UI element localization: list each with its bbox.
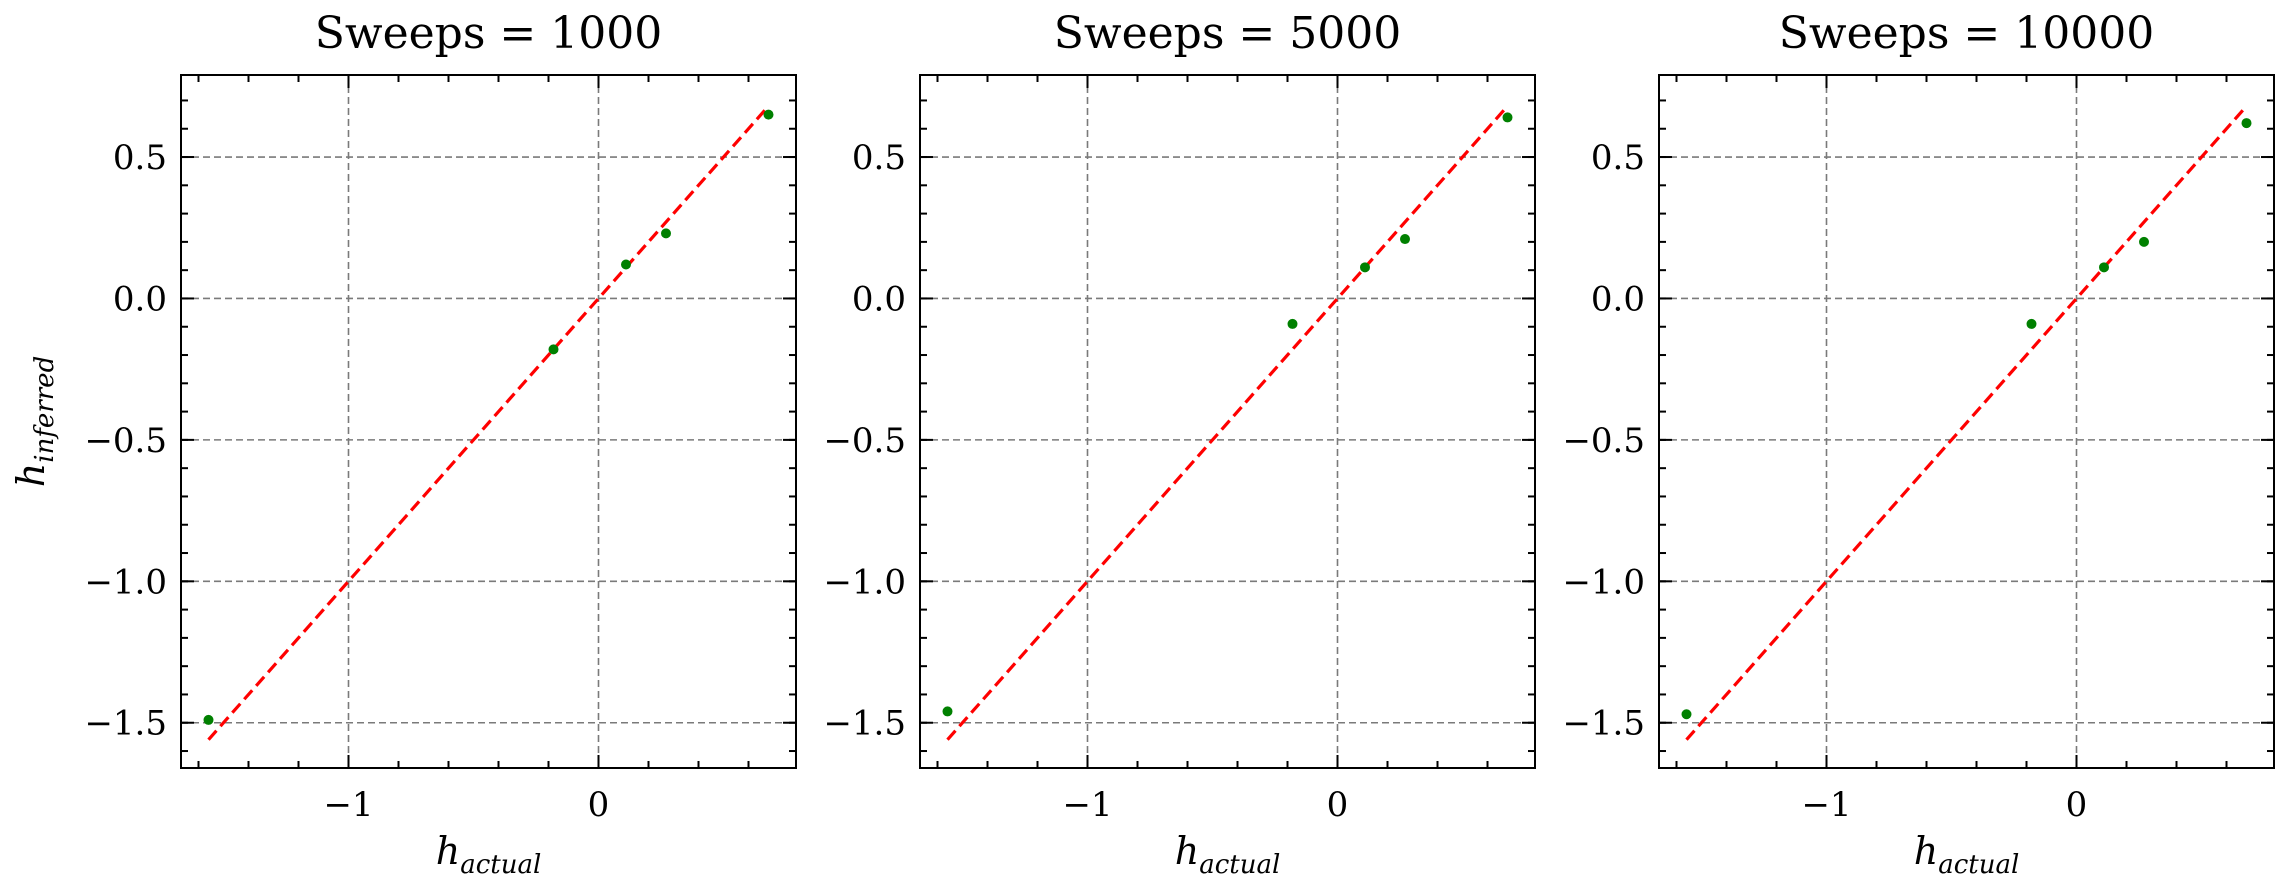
y-tick-label: −0.5 (1562, 421, 1645, 461)
chart-title: Sweeps = 10000 (1779, 8, 2154, 59)
x-tick-label: 0 (1327, 785, 1349, 825)
data-point (661, 228, 671, 239)
x-tick-label: 0 (2066, 785, 2088, 825)
data-point (203, 714, 214, 725)
data-point (1360, 262, 1370, 273)
data-point (2026, 318, 2037, 329)
data-point (942, 706, 953, 717)
y-tick-label: 0.0 (113, 279, 167, 319)
chart-panel-2: −1 0 −1.5 −1.0 −0.5 0.0 0.5 Sweeps = 5000 hactua… (823, 8, 1536, 880)
y-tick-label: 0.0 (852, 279, 906, 319)
reference-line (207, 105, 770, 741)
chart-title: Sweeps = 5000 (1054, 8, 1401, 59)
data-point (1681, 709, 1692, 720)
y-tick-label: −0.5 (84, 421, 167, 461)
y-tick-label: −1.5 (823, 704, 906, 744)
y-tick-label: −1.0 (1562, 562, 1645, 602)
y-tick-label: 0.5 (1591, 138, 1645, 178)
x-tick-label: −1 (1801, 785, 1851, 825)
data-point (763, 109, 774, 120)
data-point (1502, 112, 1513, 123)
plot-frame (180, 74, 797, 769)
data-point (2241, 118, 2252, 129)
y-tick-label: −1.5 (84, 704, 167, 744)
y-tick-label: 0.5 (852, 138, 906, 178)
reference-line (946, 105, 1509, 741)
x-axis-label: hactual (1914, 829, 2020, 880)
x-tick-label: −1 (1062, 785, 1112, 825)
chart-panel-1: −1 0 −1.5 −1.0 −0.5 0.0 0.5 Sweeps = 1000 hactua… (9, 8, 797, 880)
data-point (1287, 318, 1298, 329)
x-tick-label: 0 (588, 785, 610, 825)
y-axis-label: hinferred (9, 356, 60, 487)
plot-frame (1658, 74, 2275, 769)
plot-frame (919, 74, 1536, 769)
x-tick-label: −1 (323, 785, 373, 825)
y-tick-label: 0.5 (113, 138, 167, 178)
chart-panel-3: −1 0 −1.5 −1.0 −0.5 0.0 0.5 Sweeps = 10000 hactu… (1562, 8, 2275, 880)
y-tick-label: −1.0 (823, 562, 906, 602)
data-point (2139, 236, 2149, 247)
y-tick-label: −1.5 (1562, 704, 1645, 744)
chart-title: Sweeps = 1000 (315, 8, 662, 59)
data-point (2099, 262, 2109, 273)
y-tick-label: −0.5 (823, 421, 906, 461)
y-tick-label: 0.0 (1591, 279, 1645, 319)
data-point (1400, 234, 1410, 245)
y-tick-label: −1.0 (84, 562, 167, 602)
x-axis-label: hactual (436, 829, 542, 880)
x-axis-label: hactual (1175, 829, 1281, 880)
data-point (548, 344, 559, 355)
data-point (621, 259, 631, 270)
reference-line (1685, 105, 2248, 741)
